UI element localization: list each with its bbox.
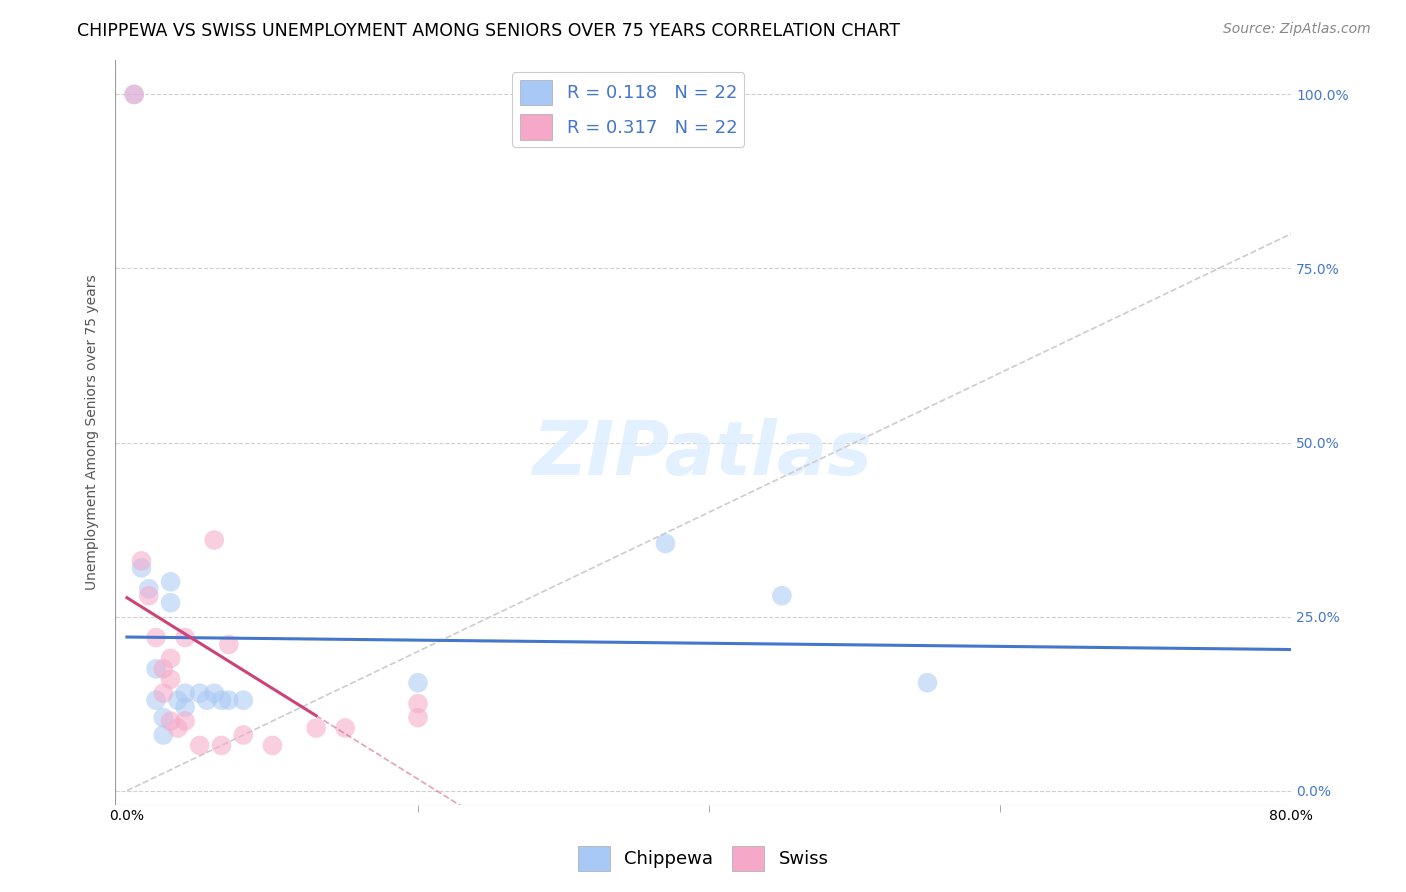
Point	[159, 596, 181, 610]
Point	[211, 693, 233, 707]
Point	[152, 686, 174, 700]
Point	[138, 589, 160, 603]
Point	[159, 673, 181, 687]
Legend: R = 0.118   N = 22, R = 0.317   N = 22: R = 0.118 N = 22, R = 0.317 N = 22	[512, 72, 744, 147]
Point	[211, 739, 233, 753]
Text: Source: ZipAtlas.com: Source: ZipAtlas.com	[1223, 22, 1371, 37]
Point	[145, 662, 167, 676]
Point	[174, 686, 197, 700]
Point	[131, 561, 153, 575]
Point	[218, 693, 240, 707]
Point	[152, 710, 174, 724]
Point	[232, 728, 254, 742]
Point	[159, 574, 181, 589]
Point	[188, 739, 211, 753]
Text: ZIPatlas: ZIPatlas	[533, 418, 873, 491]
Point	[152, 728, 174, 742]
Point	[138, 582, 160, 596]
Point	[305, 721, 328, 735]
Point	[232, 693, 254, 707]
Point	[174, 700, 197, 714]
Point	[159, 651, 181, 665]
Point	[262, 739, 284, 753]
Point	[195, 693, 218, 707]
Legend: Chippewa, Swiss: Chippewa, Swiss	[571, 838, 835, 879]
Point	[654, 536, 676, 550]
Point	[122, 87, 145, 102]
Point	[159, 714, 181, 728]
Point	[167, 721, 190, 735]
Text: CHIPPEWA VS SWISS UNEMPLOYMENT AMONG SENIORS OVER 75 YEARS CORRELATION CHART: CHIPPEWA VS SWISS UNEMPLOYMENT AMONG SEN…	[77, 22, 900, 40]
Point	[406, 710, 429, 724]
Point	[131, 554, 153, 568]
Point	[145, 631, 167, 645]
Point	[174, 631, 197, 645]
Point	[145, 693, 167, 707]
Point	[152, 662, 174, 676]
Point	[202, 533, 225, 547]
Point	[174, 714, 197, 728]
Point	[218, 638, 240, 652]
Point	[406, 675, 429, 690]
Point	[770, 589, 793, 603]
Point	[202, 686, 225, 700]
Point	[167, 693, 190, 707]
Point	[917, 675, 939, 690]
Point	[335, 721, 357, 735]
Point	[406, 697, 429, 711]
Point	[122, 87, 145, 102]
Point	[188, 686, 211, 700]
Y-axis label: Unemployment Among Seniors over 75 years: Unemployment Among Seniors over 75 years	[86, 275, 100, 590]
